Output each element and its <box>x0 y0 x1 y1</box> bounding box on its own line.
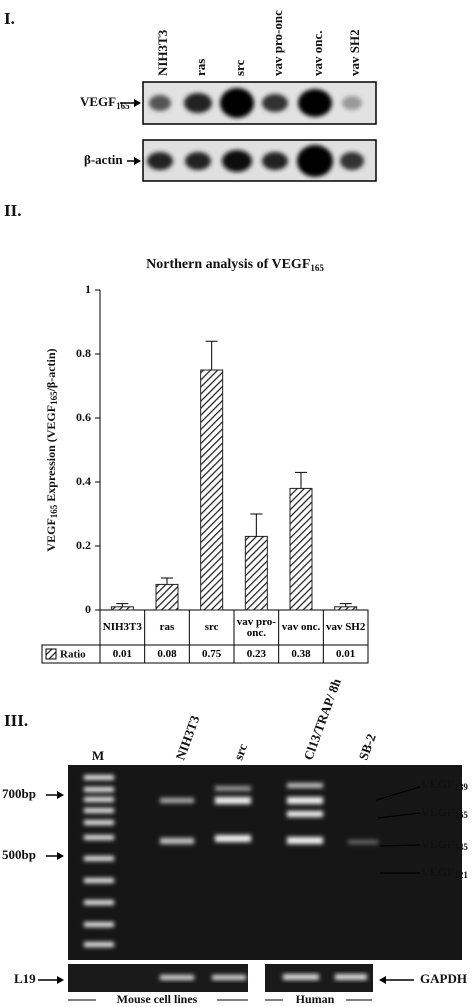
ladder-band <box>84 942 114 947</box>
value-label: 0.38 <box>291 647 311 660</box>
control-label: GAPDH <box>420 971 467 986</box>
isoform-label: VEGF189 <box>421 777 468 792</box>
ladder-band <box>84 878 114 883</box>
blot <box>142 81 377 125</box>
y-tick-label: 0 <box>85 602 91 616</box>
x-tick-label-box: vav onc. <box>281 621 321 633</box>
x-tick-label-box: ras <box>159 621 175 633</box>
lane-label: ras <box>193 59 208 76</box>
ladder-band <box>84 856 114 861</box>
gel <box>68 765 462 960</box>
lane-label: vav onc. <box>310 31 325 77</box>
ladder-band <box>84 922 114 927</box>
x-tick-label-box: vav SH2 <box>325 621 366 633</box>
error-bar <box>205 340 218 370</box>
lane-label: NIH3T3 <box>155 29 170 76</box>
x-tick-label: vav pro-onc. <box>236 615 276 639</box>
blot <box>142 139 377 182</box>
value-label: 0.08 <box>157 647 177 660</box>
x-tick-label-box: NIH3T3 <box>102 621 142 633</box>
value-label: 0.23 <box>246 647 266 660</box>
value-label-box: 0.08 <box>157 647 177 660</box>
isoform-label: VEGF121 <box>421 865 468 880</box>
arrow-head <box>134 157 141 165</box>
panel-label: II. <box>4 201 21 220</box>
x-tick-label: vav SH2 <box>325 621 366 633</box>
x-tick-label: src <box>204 621 219 633</box>
isoform-label: VEGF165 <box>421 805 468 820</box>
x-tick-label-box: vav pro-onc. <box>236 615 276 639</box>
bar <box>244 535 268 611</box>
error-bar <box>339 603 352 607</box>
bar <box>155 583 179 611</box>
error-bar <box>295 471 307 489</box>
x-tick-label: NIH3T3 <box>102 621 142 633</box>
lane-label: src <box>231 741 251 762</box>
arrow-head <box>134 99 141 107</box>
ladder-band <box>84 787 114 792</box>
lane-label: Cl13/TRAP/ 8h <box>301 676 345 762</box>
lane-label: vav pro-onc <box>270 10 285 76</box>
ladder-band <box>84 797 114 802</box>
lane-label: vav SH2 <box>347 29 362 76</box>
error-bar <box>250 513 263 537</box>
y-tick-label: 0.4 <box>76 474 91 488</box>
row-label: Ratio <box>60 649 86 661</box>
value-label-box: 0.23 <box>246 647 266 660</box>
panel-label: III. <box>4 711 28 730</box>
value-label: 0.75 <box>202 647 222 660</box>
gel-bands <box>160 783 378 844</box>
x-tick-label: ras <box>159 621 175 633</box>
lane-label: SB-2 <box>356 732 379 762</box>
panel-label: I. <box>4 9 15 28</box>
y-tick-label: 1 <box>85 282 91 296</box>
group-label: Mouse cell lines <box>117 992 198 1006</box>
ladder-band <box>84 835 114 840</box>
chart-title: Northern analysis of VEGF165 <box>146 257 324 273</box>
isoform-label: VEGF145 <box>421 837 468 852</box>
row-label: β-actin <box>84 152 123 167</box>
ladder-band <box>84 775 114 780</box>
control-label: L19 <box>14 971 36 986</box>
lane-label: M <box>92 748 104 763</box>
value-label-box: 0.01 <box>112 647 132 660</box>
gel-bands <box>160 974 367 980</box>
y-tick-label: 0.8 <box>76 346 91 360</box>
value-label-box: 0.75 <box>202 647 222 660</box>
y-axis-title: VEGF165 Expression (VEGF165/β-actin) <box>44 348 59 551</box>
bar <box>289 487 313 611</box>
bands <box>147 88 364 177</box>
row-label: VEGF165 <box>80 94 130 111</box>
ladder-band <box>84 820 114 825</box>
size-marker: 500bp <box>2 847 36 862</box>
ladder-band <box>84 808 114 813</box>
x-tick-label-box: src <box>204 621 219 633</box>
lane-label: src <box>232 59 247 76</box>
value-label: 0.01 <box>336 647 356 660</box>
isoform-arrows <box>375 786 421 874</box>
group-label: Human <box>296 992 335 1006</box>
y-tick-label: 0.2 <box>76 538 91 552</box>
value-label-box: 0.38 <box>291 647 311 660</box>
bar <box>200 369 224 611</box>
ladder-band <box>84 900 114 905</box>
x-tick-label: vav onc. <box>281 621 321 633</box>
y-tick-label: 0.6 <box>76 410 91 424</box>
lane-label: NIH3T3 <box>173 713 203 762</box>
error-bar <box>161 577 173 585</box>
error-bar <box>116 603 129 607</box>
value-label-box: 0.01 <box>336 647 356 660</box>
value-label: 0.01 <box>112 647 132 660</box>
legend-swatch <box>45 648 57 660</box>
size-marker: 700bp <box>2 786 36 801</box>
